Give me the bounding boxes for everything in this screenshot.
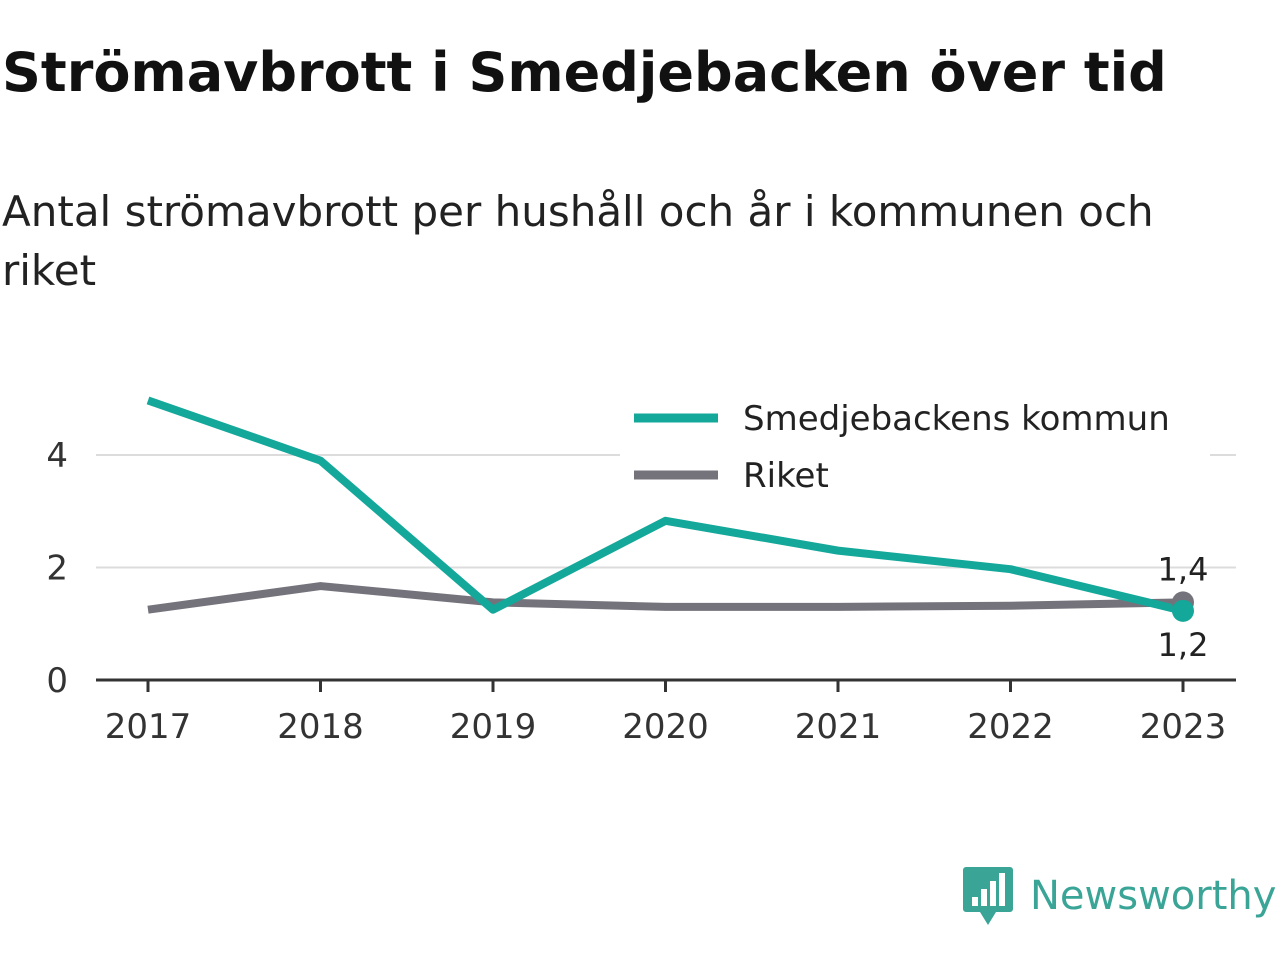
legend-background (620, 388, 1210, 503)
y-tick-label-1: 2 (46, 549, 68, 589)
newsworthy-logo-icon (963, 867, 1013, 925)
brand: Newsworthy (962, 864, 1276, 928)
legend: Smedjebackens kommun Riket (620, 388, 1210, 503)
x-tick-label-2017: 2017 (105, 707, 192, 747)
chart-title: Strömavbrott i Smedjebacken över tid (2, 41, 1167, 104)
y-tick-label-0: 0 (46, 661, 68, 701)
series-line-smedjebacken (146, 396, 1184, 615)
x-tick-label-2022: 2022 (967, 707, 1054, 747)
brand-name: Newsworthy (1030, 873, 1277, 919)
end-labels: 1,4 1,2 (1158, 550, 1209, 663)
end-label-smedjebacken: 1,2 (1158, 626, 1209, 664)
end-label-riket: 1,4 (1158, 550, 1209, 588)
x-tick-label-2020: 2020 (622, 707, 709, 747)
y-tick-label-2: 4 (46, 436, 68, 476)
end-point-smedjebacken (1172, 599, 1194, 622)
x-tick-label-2018: 2018 (277, 707, 364, 747)
chart-subtitle: Antal strömavbrott per hushåll och år i … (2, 187, 1154, 295)
x-tick-label-2023: 2023 (1140, 707, 1227, 747)
x-axis: 2017 2018 2019 2020 2021 2022 2023 (96, 678, 1236, 747)
legend-label-smedjebacken: Smedjebackens kommun (743, 399, 1170, 439)
series-lines (146, 396, 1194, 622)
x-tick-label-2019: 2019 (450, 707, 537, 747)
x-tick-label-2021: 2021 (795, 707, 882, 747)
series-line-riket (147, 582, 1184, 614)
legend-label-riket: Riket (743, 456, 829, 496)
